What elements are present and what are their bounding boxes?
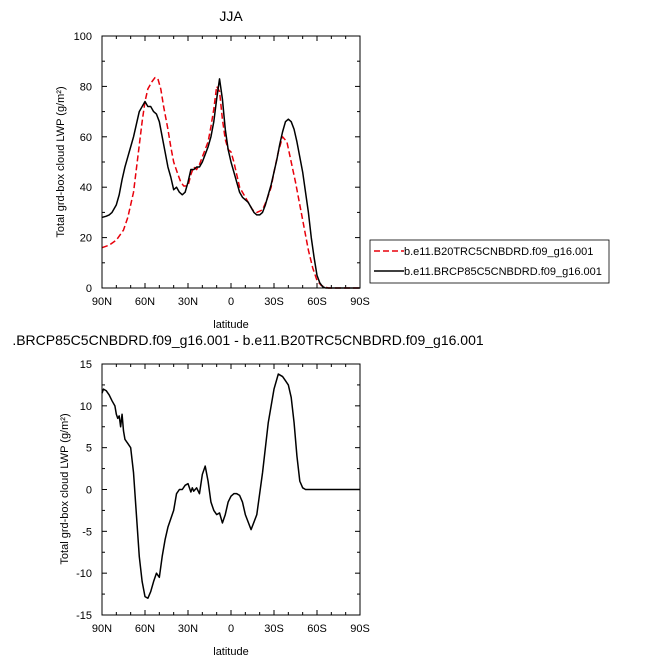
panel-top-ylabel: Total grd-box cloud LWP (g/m²) xyxy=(55,86,67,237)
panel-top-xtick-label: 30N xyxy=(178,296,198,308)
panel-top-ytick-label: 20 xyxy=(80,233,92,245)
panel-bottom-ytick-label: -5 xyxy=(82,526,92,538)
panel-bottom-xtick-label: 30N xyxy=(178,623,198,635)
panel-top-xtick-label: 90S xyxy=(350,296,370,308)
panel-top-ytick-label: 60 xyxy=(80,132,92,144)
panel-bottom: .BRCP85C5CNBDRD.f09_g16.001 - b.e11.B20T… xyxy=(12,332,484,658)
panel-bottom-ylabel: Total grd-box cloud LWP (g/m²) xyxy=(59,413,71,564)
legend: b.e11.B20TRC5CNBDRD.f09_g16.001 b.e11.BR… xyxy=(369,239,610,284)
panel-bottom-ytick-label: 5 xyxy=(86,443,92,455)
panel-top-frame xyxy=(101,35,361,289)
panel-top-ytick-label: 40 xyxy=(80,182,92,194)
panel-bottom-series-line-0 xyxy=(101,373,360,600)
panel-top-xtick-label: 30S xyxy=(264,296,284,308)
panel-bottom-axes: 90N 60N 30N 0 30S 60S 90S -15 -10 -5 0 5 10 15 xyxy=(76,359,370,635)
panel-top-series-line-0 xyxy=(101,76,360,289)
panel-bottom-ytick-label: 10 xyxy=(80,401,92,413)
panel-top-series xyxy=(101,76,360,289)
panel-bottom-ytick-label: -15 xyxy=(76,610,92,622)
legend-label-brcp85: b.e11.BRCP85C5CNBDRD.f09_g16.001 xyxy=(404,266,602,278)
panel-top-xlabel: latitude xyxy=(213,319,248,331)
panel-bottom-frame xyxy=(101,363,361,616)
panel-top-series-line-1 xyxy=(101,78,360,289)
panel-top-xtick-label: 60S xyxy=(307,296,327,308)
panel-bottom-series xyxy=(101,373,360,600)
panel-bottom-xtick-label: 60N xyxy=(135,623,155,635)
panel-top-xtick-label: 0 xyxy=(228,296,234,308)
panel-bottom-xtick-label: 90S xyxy=(350,623,370,635)
panel-top-ytick-label: 100 xyxy=(74,31,92,43)
panel-top-ytick-label: 80 xyxy=(80,81,92,93)
panel-bottom-xtick-label: 60S xyxy=(307,623,327,635)
panel-bottom-ytick-label: -10 xyxy=(76,568,92,580)
panel-top-ytick-label: 0 xyxy=(86,283,92,295)
panel-bottom-xlabel: latitude xyxy=(213,646,248,658)
panel-bottom-xtick-label: 30S xyxy=(264,623,284,635)
panel-bottom-title: .BRCP85C5CNBDRD.f09_g16.001 - b.e11.B20T… xyxy=(12,332,484,348)
panel-bottom-ytick-label: 15 xyxy=(80,359,92,371)
panel-bottom-xtick-label: 0 xyxy=(228,623,234,635)
panel-bottom-xtick-label: 90N xyxy=(92,623,112,635)
legend-label-b20trc: b.e11.B20TRC5CNBDRD.f09_g16.001 xyxy=(404,246,593,258)
panel-top-axes: 90N 60N 30N 0 30S 60S 90S 0 20 40 60 80 100 xyxy=(74,31,370,308)
panel-top-xtick-label: 60N xyxy=(135,296,155,308)
panel-top: JJA 90N 60N 30N 0 30S 60S 90S 0 20 40 60 80 100 lati… xyxy=(55,8,610,331)
panel-bottom-ytick-label: 0 xyxy=(86,485,92,497)
legend-box xyxy=(369,239,610,284)
panel-top-title: JJA xyxy=(219,8,243,24)
panel-top-xtick-label: 90N xyxy=(92,296,112,308)
